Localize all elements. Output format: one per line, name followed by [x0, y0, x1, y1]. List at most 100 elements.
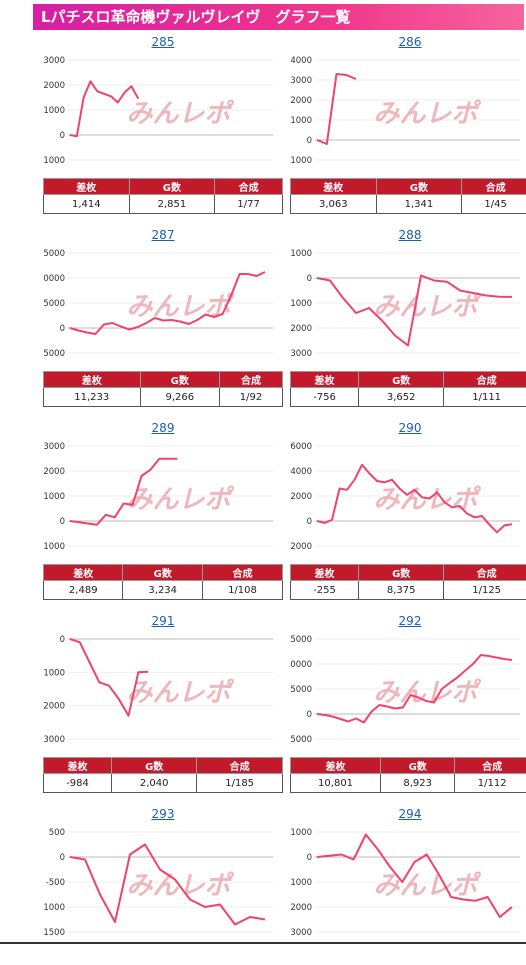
- y-tick-label: 0: [60, 853, 65, 863]
- y-tick-label: -1000: [290, 299, 312, 309]
- machine-number-link[interactable]: 294: [398, 807, 422, 821]
- diff-header: 差枚: [42, 757, 113, 774]
- y-tick-label: 1000: [43, 106, 65, 116]
- y-tick-label: 0: [60, 635, 65, 645]
- watermark-logo: みんレポ: [126, 678, 234, 708]
- y-tick-label: -1000: [290, 878, 312, 888]
- y-tick-label: -5000: [43, 349, 65, 359]
- machine-number-link[interactable]: 286: [398, 35, 422, 49]
- y-tick-label: -2000: [290, 542, 312, 552]
- y-tick-label: -2000: [290, 324, 312, 334]
- machine-number-link[interactable]: 285: [151, 35, 175, 49]
- y-tick-label: -1000: [43, 668, 65, 678]
- y-tick-label: 3000: [290, 76, 312, 86]
- ratio-header: 合成: [461, 178, 526, 195]
- line-chart: -3000 -2000 -1000 0 1000 みんレポ: [290, 828, 520, 938]
- chart-card-291: 291 -3000 -2000 -1000 0 みんレポ差枚G数合成-9842,0401/…: [42, 579, 283, 793]
- series-line: [316, 463, 513, 534]
- machine-number-link[interactable]: 287: [151, 228, 175, 242]
- chart-card-292: 292-5000050001000015000みんレポ差枚G数合成10,8018…: [289, 579, 526, 793]
- stats-table: 差枚 G数 合成 2,489 3,234 1/108: [42, 564, 284, 600]
- watermark-logo: みんレポ: [373, 292, 481, 322]
- y-tick-label: 2000: [43, 467, 65, 477]
- stats-table: 差枚 G数 合成 1,414 2,851 1/77: [43, 178, 283, 214]
- series-line: [69, 638, 149, 717]
- diff-header: 差枚: [290, 178, 377, 195]
- y-tick-label: -1000: [290, 156, 312, 166]
- machine-number-link[interactable]: 290: [398, 421, 422, 435]
- chart-card-285: 285 -1000 0 1000 2000 3000 みんレポ差枚G数合成1,4142,85…: [43, 0, 283, 214]
- watermark-logo: みんレポ: [126, 292, 234, 322]
- y-tick-label: 1000: [43, 492, 65, 502]
- stats-table: 差枚 G数 合成 -756 3,652 1/111: [289, 371, 526, 407]
- diff-header: 差枚: [289, 371, 360, 388]
- y-tick-label: 0: [307, 274, 312, 284]
- ratio-header: 合成: [219, 371, 283, 388]
- diff-value: 3,063: [290, 194, 377, 214]
- y-tick-label: 0: [307, 853, 312, 863]
- series-line: [69, 271, 266, 335]
- series-line: [69, 80, 140, 138]
- y-tick-label: 5000: [43, 299, 65, 309]
- watermark-logo: みんレポ: [373, 871, 481, 901]
- y-tick-label: 0: [307, 517, 312, 527]
- stats-table: 差枚 G数 合成 -984 2,040 1/185: [42, 757, 283, 793]
- chart-card-294: 294 -3000 -2000 -1000 0 1000 みんレポ: [290, 772, 526, 965]
- y-tick-label: 2000: [290, 492, 312, 502]
- y-tick-label: -3000: [290, 349, 312, 359]
- games-value: 9,266: [139, 387, 221, 407]
- machine-number-link[interactable]: 288: [398, 228, 422, 242]
- chart-card-287: 287-5000050001000015000みんレポ差枚G数合成11,2339…: [43, 193, 283, 407]
- games-value: 2,040: [111, 773, 198, 793]
- stats-table: 差枚 G数 合成 3,063 1,341 1/45: [290, 178, 526, 214]
- y-tick-label: 3000: [43, 56, 65, 66]
- y-tick-label: -2000: [290, 903, 312, 913]
- series-line: [316, 73, 357, 145]
- ratio-header: 合成: [201, 564, 284, 581]
- diff-value: 11,233: [43, 387, 141, 407]
- games-header: G数: [111, 757, 198, 774]
- machine-number-link[interactable]: 292: [398, 614, 422, 628]
- series-line: [69, 457, 178, 526]
- y-tick-label: 3000: [43, 442, 65, 452]
- y-tick-label: -1000: [43, 542, 65, 552]
- games-value: 8,923: [380, 773, 456, 793]
- machine-number-link[interactable]: 289: [151, 421, 175, 435]
- games-value: 2,851: [128, 194, 216, 214]
- watermark-logo: みんレポ: [126, 485, 234, 515]
- y-tick-label: 0: [60, 324, 65, 334]
- games-header: G数: [139, 371, 221, 388]
- y-tick-label: -1500: [43, 928, 65, 938]
- y-tick-label: 5000: [290, 685, 312, 695]
- games-value: 8,375: [358, 580, 445, 600]
- diff-value: 2,489: [42, 580, 124, 600]
- ratio-header: 合成: [454, 757, 526, 774]
- y-tick-label: 0: [60, 517, 65, 527]
- y-tick-label: -3000: [43, 735, 65, 745]
- y-tick-label: 2000: [290, 96, 312, 106]
- machine-number-link[interactable]: 291: [151, 614, 175, 628]
- stats-table: 差枚 G数 合成 11,233 9,266 1/92: [43, 371, 283, 407]
- games-value: 1,341: [375, 194, 463, 214]
- ratio-value: 1/112: [454, 773, 526, 793]
- diff-header: 差枚: [43, 178, 130, 195]
- line-chart: -1000 0 1000 2000 3000 4000 みんレポ: [290, 56, 520, 166]
- ratio-value: 1/108: [201, 580, 284, 600]
- series-line: [69, 843, 266, 926]
- y-tick-label: 0: [307, 710, 312, 720]
- watermark-logo: みんレポ: [373, 678, 481, 708]
- line-chart: -1000 0 1000 2000 3000 みんレポ: [43, 56, 273, 166]
- ratio-header: 合成: [196, 757, 283, 774]
- games-header: G数: [380, 757, 456, 774]
- y-tick-label: 500: [49, 828, 65, 838]
- ratio-header: 合成: [443, 564, 526, 581]
- machine-number-link[interactable]: 293: [151, 807, 175, 821]
- y-tick-label: 1000: [290, 249, 312, 259]
- games-header: G数: [122, 564, 203, 581]
- ratio-value: 1/45: [461, 194, 526, 214]
